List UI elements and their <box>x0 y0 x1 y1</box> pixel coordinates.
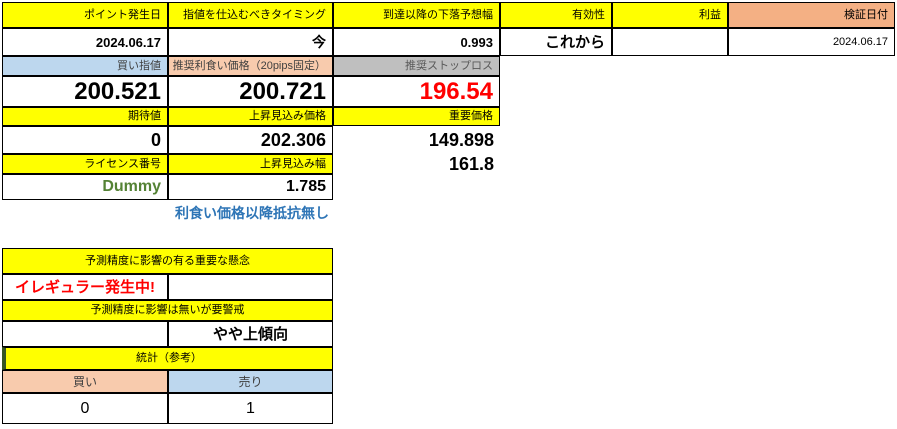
concern-header-cell[interactable]: 予測精度に影響の有る重要な懸念 <box>2 248 333 274</box>
profit-header-cell[interactable]: 利益 <box>612 2 728 28</box>
rise-price-header-cell[interactable]: 上昇見込み価格 <box>168 107 333 126</box>
take-profit-header-cell[interactable]: 推奨利食い価格（20pips固定） <box>168 56 333 76</box>
license-value-cell[interactable]: Dummy <box>2 174 168 200</box>
important-price-header-cell[interactable]: 重要価格 <box>333 107 500 126</box>
caution-blank-cell[interactable] <box>2 321 168 347</box>
validity-header-cell[interactable]: 有効性 <box>500 2 612 28</box>
timing-header-cell[interactable]: 指値を仕込むべきタイミング <box>168 2 333 28</box>
profit-value-cell[interactable] <box>612 28 728 56</box>
verify-date-header-cell[interactable]: 検証日付 <box>728 2 895 28</box>
irregular-alert-cell[interactable]: イレギュラー発生中! <box>2 274 168 300</box>
stats-buy-label-cell[interactable]: 買い <box>2 370 168 393</box>
rise-width-value-cell[interactable]: 1.785 <box>168 174 333 200</box>
drop-forecast-value-cell[interactable]: 0.993 <box>333 28 500 56</box>
stats-buy-value-cell[interactable]: 0 <box>2 393 168 424</box>
validity-value-cell[interactable]: これから <box>500 28 612 56</box>
expected-value-cell[interactable]: 0 <box>2 126 168 154</box>
buy-limit-header-cell[interactable]: 買い指値 <box>2 56 168 76</box>
rise-width-header-cell[interactable]: 上昇見込み幅 <box>168 154 333 174</box>
rise-price-value-cell[interactable]: 202.306 <box>168 126 333 154</box>
expected-value-header-cell[interactable]: 期待値 <box>2 107 168 126</box>
stop-loss-header-cell[interactable]: 推奨ストップロス <box>333 56 500 76</box>
trend-value-cell[interactable]: やや上傾向 <box>168 321 333 347</box>
stop-loss-value-cell[interactable]: 196.54 <box>333 76 500 107</box>
concern-blank-cell[interactable] <box>168 274 333 300</box>
caution-header-cell[interactable]: 予測精度に影響は無いが要警戒 <box>2 300 333 321</box>
verify-date-value-cell[interactable]: 2024.06.17 <box>728 28 895 56</box>
take-profit-value-cell[interactable]: 200.721 <box>168 76 333 107</box>
point-date-value-cell[interactable]: 2024.06.17 <box>2 28 168 56</box>
drop-forecast-header-cell[interactable]: 到達以降の下落予想幅 <box>333 2 500 28</box>
stats-sell-label-cell[interactable]: 売り <box>168 370 333 393</box>
important-price-value2-cell[interactable]: 161.8 <box>448 154 494 174</box>
timing-value-cell[interactable]: 今 <box>168 28 333 56</box>
point-date-header-cell[interactable]: ポイント発生日 <box>2 2 168 28</box>
no-resistance-note[interactable]: 利食い価格以降抵抗無し <box>175 205 329 221</box>
important-price-value1-cell[interactable]: 149.898 <box>428 130 494 150</box>
buy-limit-value-cell[interactable]: 200.521 <box>2 76 168 107</box>
stats-header-cell[interactable]: 統計（参考） <box>2 347 333 370</box>
stats-sell-value-cell[interactable]: 1 <box>168 393 333 424</box>
license-header-cell[interactable]: ライセンス番号 <box>2 154 168 174</box>
